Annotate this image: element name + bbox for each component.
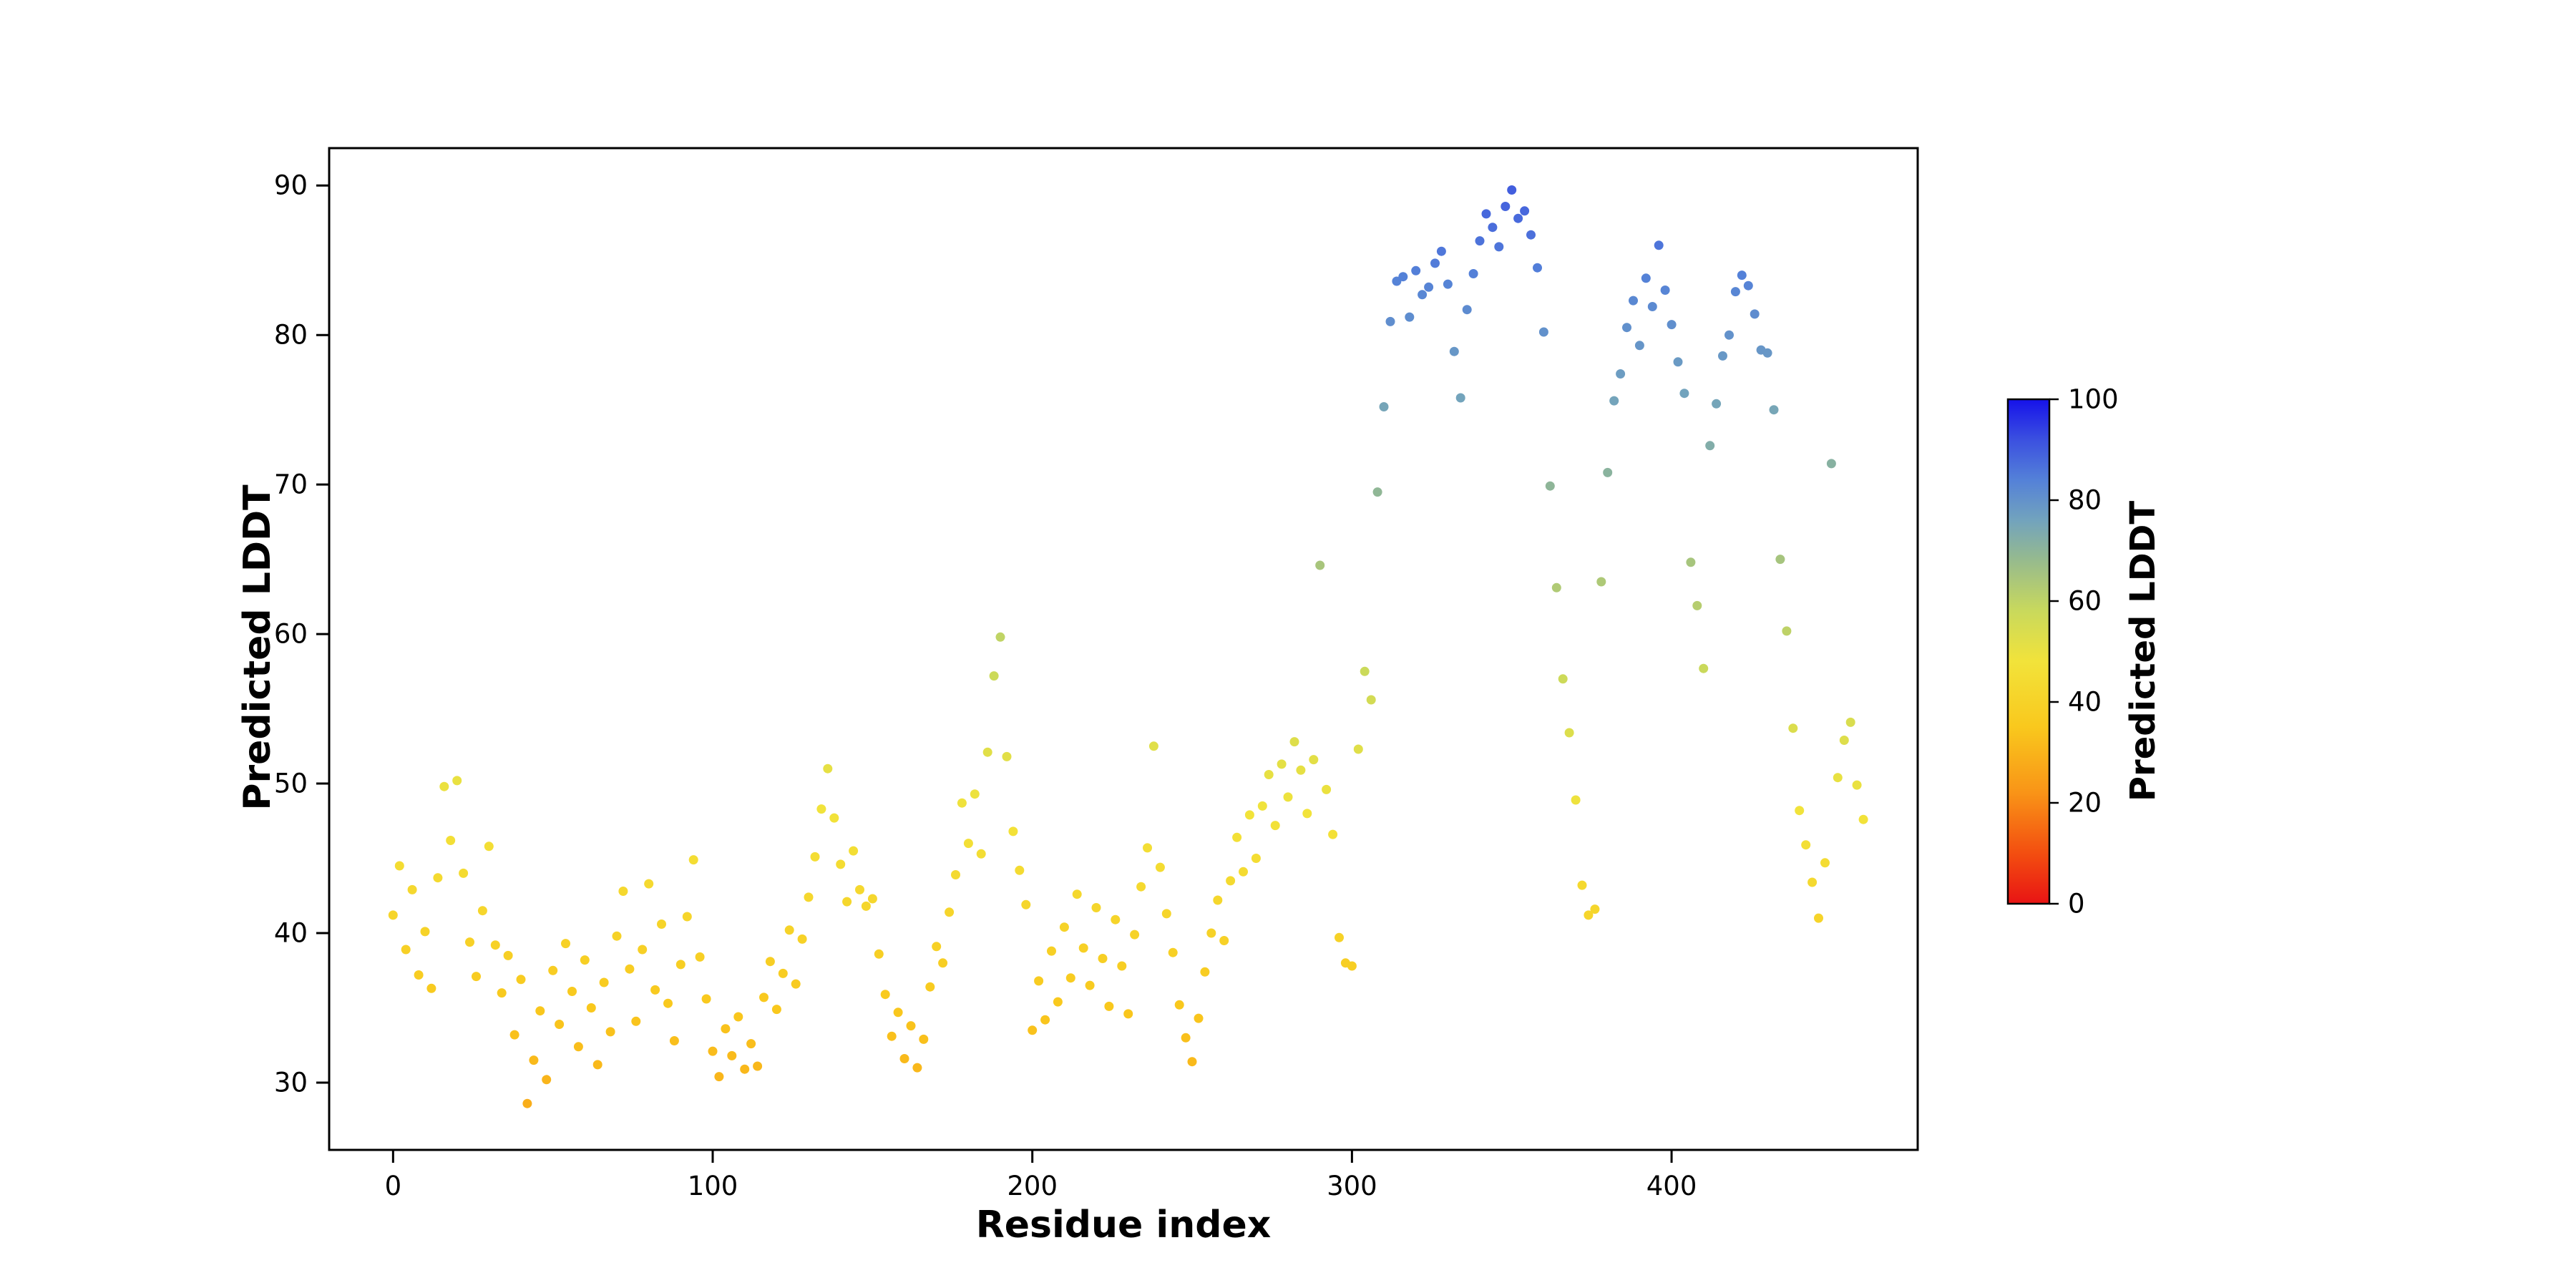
svg-text:60: 60 [274,619,308,650]
svg-text:20: 20 [2068,788,2102,819]
svg-text:30: 30 [274,1067,308,1098]
svg-text:100: 100 [2068,384,2119,415]
svg-text:70: 70 [274,469,308,500]
svg-text:80: 80 [274,320,308,351]
svg-text:60: 60 [2068,586,2102,617]
svg-text:50: 50 [274,769,308,799]
svg-text:90: 90 [274,170,308,201]
svg-text:400: 400 [1646,1171,1697,1201]
svg-text:0: 0 [2068,889,2085,919]
svg-text:40: 40 [2068,687,2102,718]
y-axis-label: Predicted LDDT [236,484,279,811]
svg-text:100: 100 [688,1171,738,1201]
svg-text:80: 80 [2068,485,2102,516]
colorbar-label: Predicted LDDT [2123,500,2163,802]
svg-text:200: 200 [1007,1171,1058,1201]
svg-text:300: 300 [1327,1171,1377,1201]
x-axis-label: Residue index [975,1204,1272,1246]
svg-text:40: 40 [274,918,308,949]
svg-text:0: 0 [385,1171,402,1201]
